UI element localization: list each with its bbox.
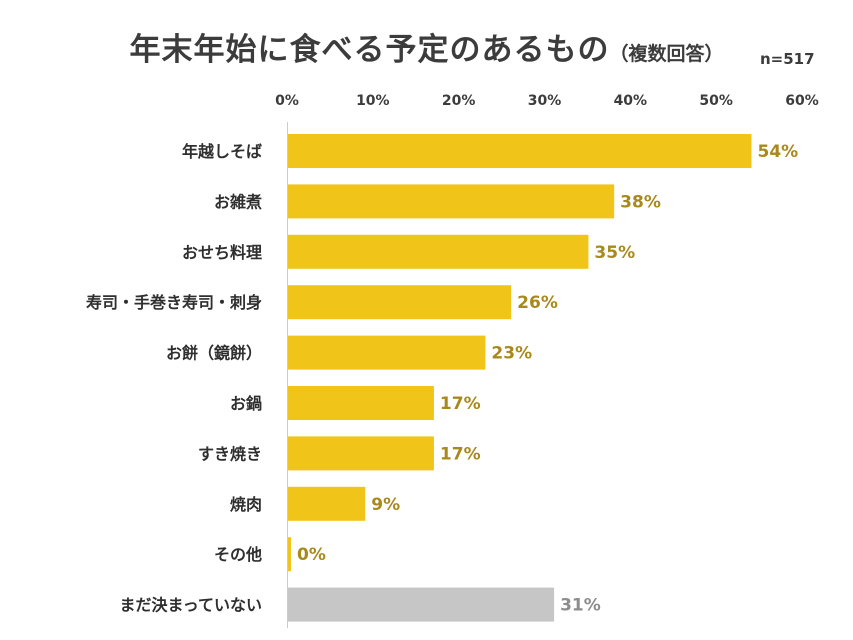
category-label: お雑煮 (214, 192, 262, 211)
data-label: 26% (517, 293, 558, 313)
bar (288, 386, 434, 420)
category-label: おせち料理 (182, 243, 262, 262)
category-label: 年越しそば (182, 142, 262, 161)
data-label: 54% (758, 142, 799, 162)
x-tick-label: 30% (528, 93, 562, 109)
category-label: 寿司・手巻き寿司・刺身 (86, 293, 262, 312)
x-tick-label: 20% (442, 93, 476, 109)
category-label: お餅（鏡餅） (166, 344, 262, 363)
x-tick-label: 50% (699, 93, 733, 109)
x-tick-label: 0% (275, 93, 299, 109)
bar (288, 184, 615, 219)
data-label: 0% (297, 545, 326, 565)
bar (288, 486, 366, 521)
data-label: 31% (560, 596, 601, 616)
data-label: 23% (491, 344, 532, 364)
data-label: 38% (620, 192, 661, 212)
bar (288, 537, 291, 572)
x-tick-label: 10% (356, 93, 390, 109)
bar (288, 587, 555, 622)
category-label: すき焼き (198, 444, 262, 463)
data-label: 35% (594, 243, 635, 263)
category-label: その他 (214, 545, 262, 564)
bar (288, 234, 589, 269)
chart-title-main: 年末年始に食べる予定のあるもの (129, 32, 610, 68)
chart-subtitle: （複数回答） (609, 43, 724, 65)
category-label: お鍋 (230, 394, 262, 413)
bar (288, 335, 486, 370)
x-tick-label: 60% (785, 93, 819, 109)
x-tick-label: 40% (614, 93, 648, 109)
sample-size: n=517 (760, 50, 815, 68)
bar (288, 285, 512, 320)
category-label: 焼肉 (230, 495, 262, 514)
category-label: まだ決まっていない (119, 596, 262, 615)
data-label: 9% (371, 495, 400, 515)
bar (288, 134, 752, 168)
chart-title: 年末年始に食べる予定のあるもの（複数回答） (0, 24, 853, 69)
data-label: 17% (440, 444, 481, 464)
bar (288, 436, 434, 471)
data-label: 17% (440, 394, 481, 414)
